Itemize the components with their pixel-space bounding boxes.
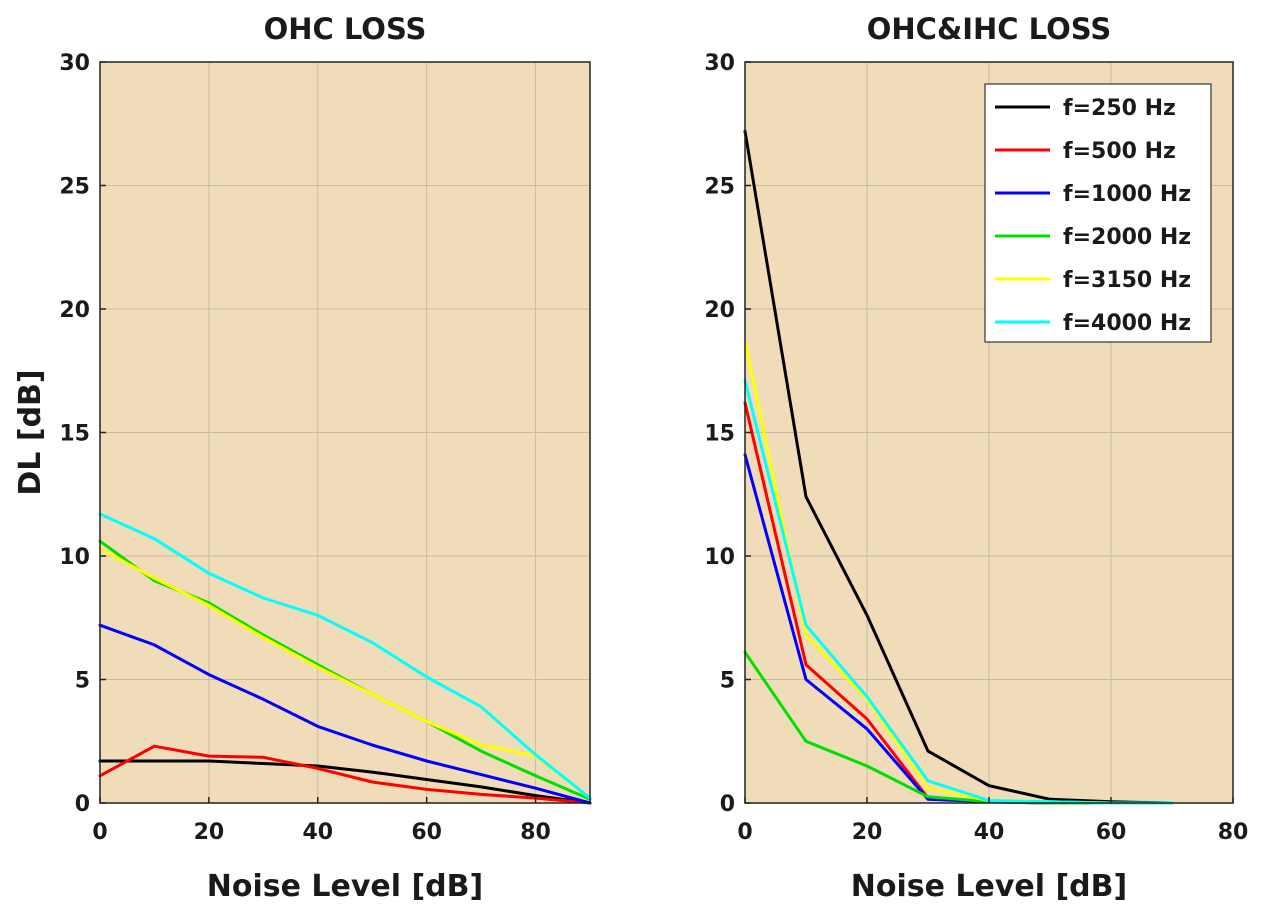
- x-tick-label: 0: [92, 820, 107, 845]
- chart-panel-ohc-ihc-loss: 0 20 40 60 80 0 5 10 15 20 25 30 OHC&IHC LOSS Noise L…: [704, 12, 1248, 904]
- y-tick-label: 25: [59, 175, 90, 200]
- y-tick-label: 25: [704, 175, 735, 200]
- chart-title: OHC LOSS: [264, 12, 427, 46]
- legend-label-4000hz: f=4000 Hz: [1063, 311, 1191, 336]
- x-tick-label: 80: [520, 820, 551, 845]
- series-line-3150hz: [98, 547, 592, 800]
- y-tick-label: 30: [59, 51, 90, 76]
- legend-label-3150hz: f=3150 Hz: [1063, 268, 1191, 293]
- legend-box: [984, 83, 1212, 343]
- series-line-250hz: [98, 759, 592, 805]
- x-axis-label: Noise Level [dB]: [851, 869, 1128, 904]
- x-tick-label: 40: [302, 820, 333, 845]
- series-line-4000hz: [98, 512, 592, 800]
- y-tick-label: 5: [75, 669, 90, 694]
- x-tick-label: 0: [737, 820, 752, 845]
- y-tick-label: 15: [59, 422, 90, 447]
- chart-panel-ohc-loss: 0 20 40 60 80 0 5 10 15 20 25 30 OHC LOSS Noise Level…: [13, 12, 592, 904]
- x-tick-label: 20: [852, 820, 883, 845]
- y-tick-label: 5: [720, 669, 735, 694]
- y-tick-label: 20: [704, 298, 735, 323]
- y-tick-label: 0: [720, 792, 735, 817]
- y-tick-label: 10: [704, 545, 735, 570]
- y-tick-label: 0: [75, 792, 90, 817]
- legend-label-2000hz: f=2000 Hz: [1063, 225, 1191, 250]
- legend-label-500hz: f=500 Hz: [1063, 139, 1176, 164]
- x-axis-label: Noise Level [dB]: [207, 869, 484, 904]
- x-tick-label: 60: [411, 820, 442, 845]
- legend-label-1000hz: f=1000 Hz: [1063, 182, 1191, 207]
- y-tick-label: 20: [59, 298, 90, 323]
- y-tick-label: 10: [59, 545, 90, 570]
- chart-title: OHC&IHC LOSS: [867, 12, 1112, 46]
- y-axis-label: DL [dB]: [13, 369, 48, 495]
- y-tick-label: 15: [704, 422, 735, 447]
- y-tick-label: 30: [704, 51, 735, 76]
- series-line-500hz: [98, 744, 592, 805]
- x-tick-label: 40: [974, 820, 1005, 845]
- x-tick-label: 80: [1218, 820, 1249, 845]
- series-line-1000hz: [98, 623, 592, 805]
- x-tick-label: 20: [194, 820, 225, 845]
- legend: f=250 Hz f=500 Hz f=1000 Hz f=2000 Hz f=3150…: [984, 83, 1212, 343]
- x-tick-label: 60: [1096, 820, 1127, 845]
- legend-label-250hz: f=250 Hz: [1063, 96, 1176, 121]
